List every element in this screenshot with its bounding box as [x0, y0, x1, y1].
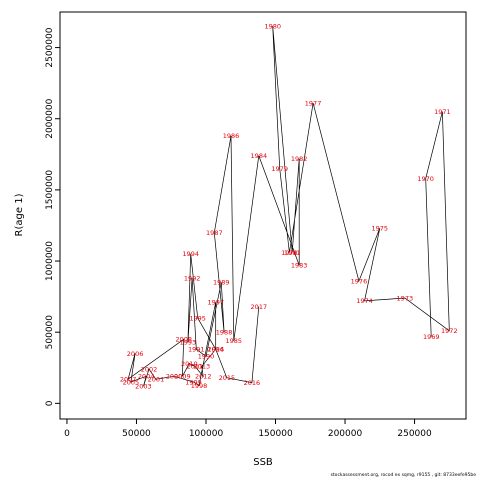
year-label-2016: 2016: [244, 379, 261, 387]
year-label-1978: 1978: [281, 249, 298, 257]
year-label-1970: 1970: [417, 175, 434, 183]
year-label-1969: 1969: [423, 333, 440, 341]
sr-trajectory-line: [127, 26, 450, 387]
year-label-1993: 1993: [180, 338, 197, 346]
x-axis-title: SSB: [253, 457, 273, 468]
year-label-2003: 2003: [135, 383, 152, 391]
year-label-2013: 2013: [194, 363, 211, 371]
year-label-2005: 2005: [123, 378, 140, 386]
year-label-2014: 2014: [207, 346, 224, 354]
y-tick-label: 500000: [45, 315, 55, 350]
y-tick-label: 1500000: [45, 170, 55, 210]
year-label-2010: 2010: [181, 360, 198, 368]
year-label-2007: 2007: [120, 375, 137, 383]
year-label-1983: 1983: [291, 262, 308, 270]
x-tick-label: 150000: [258, 429, 293, 439]
y-axis: 0 500000 1000000 1500000 2000000 2500000: [45, 27, 60, 406]
year-label-1991: 1991: [188, 346, 205, 354]
year-label-2012: 2012: [195, 373, 212, 381]
year-label-1985: 1985: [226, 337, 243, 345]
year-label-1974: 1974: [356, 297, 373, 305]
x-tick-label: 100000: [189, 429, 224, 439]
y-tick-label: 2500000: [45, 27, 55, 67]
year-label-1976: 1976: [351, 277, 368, 285]
year-label-2009: 2009: [174, 373, 191, 381]
year-label-2006: 2006: [127, 350, 144, 358]
year-label-2004: 2004: [138, 373, 155, 381]
year-label-2008: 2008: [175, 336, 192, 344]
year-label-1996: 1996: [207, 346, 224, 354]
year-label-1995: 1995: [189, 314, 206, 322]
year-label-1986: 1986: [223, 132, 240, 140]
stock-recruitment-series: [127, 26, 450, 387]
year-label-1977: 1977: [305, 99, 322, 107]
year-label-2002: 2002: [141, 365, 158, 373]
footer-credit: stockassessment.org, rocod ex sqmg, r915…: [330, 473, 476, 478]
year-label-1987: 1987: [206, 229, 223, 237]
year-label-1999: 1999: [185, 378, 202, 386]
year-label-1984: 1984: [251, 152, 268, 160]
y-tick-label: 2000000: [45, 98, 55, 138]
year-label-1973: 1973: [397, 294, 414, 302]
plot-frame: [59, 11, 467, 420]
x-tick-label: 250000: [397, 429, 432, 439]
year-label-1988: 1988: [216, 328, 233, 336]
year-label-1980: 1980: [264, 23, 281, 31]
x-tick-label: 50000: [122, 429, 151, 439]
year-label-1971: 1971: [434, 108, 451, 116]
y-tick-label: 1000000: [45, 241, 55, 281]
year-label-1997: 1997: [207, 299, 224, 307]
year-label-2015: 2015: [219, 374, 236, 382]
x-axis: 0 50000 100000 150000 200000 250000: [64, 419, 432, 439]
year-label-2000: 2000: [166, 373, 183, 381]
year-label-1975: 1975: [372, 225, 389, 233]
x-tick-label: 200000: [328, 429, 363, 439]
year-label-1994: 1994: [182, 250, 199, 258]
year-label-1972: 1972: [441, 327, 458, 335]
year-label-2011: 2011: [187, 363, 204, 371]
year-label-1979: 1979: [271, 165, 288, 173]
year-label-1998: 1998: [191, 382, 208, 390]
y-tick-label: 0: [45, 400, 55, 406]
year-label-1992: 1992: [184, 274, 201, 282]
y-axis-title: R(age 1): [14, 193, 25, 236]
year-label-1990: 1990: [198, 353, 215, 361]
x-tick-label: 0: [64, 429, 70, 439]
year-label-1989: 1989: [213, 279, 230, 287]
year-label-1982: 1982: [291, 155, 308, 163]
year-labels: 1969 1970 1971 1972 1973 1974 1975 1976 1977 1978…: [120, 23, 458, 391]
year-label-2017: 2017: [251, 303, 268, 311]
year-label-2001: 2001: [148, 375, 165, 383]
year-label-1981: 1981: [284, 249, 301, 257]
